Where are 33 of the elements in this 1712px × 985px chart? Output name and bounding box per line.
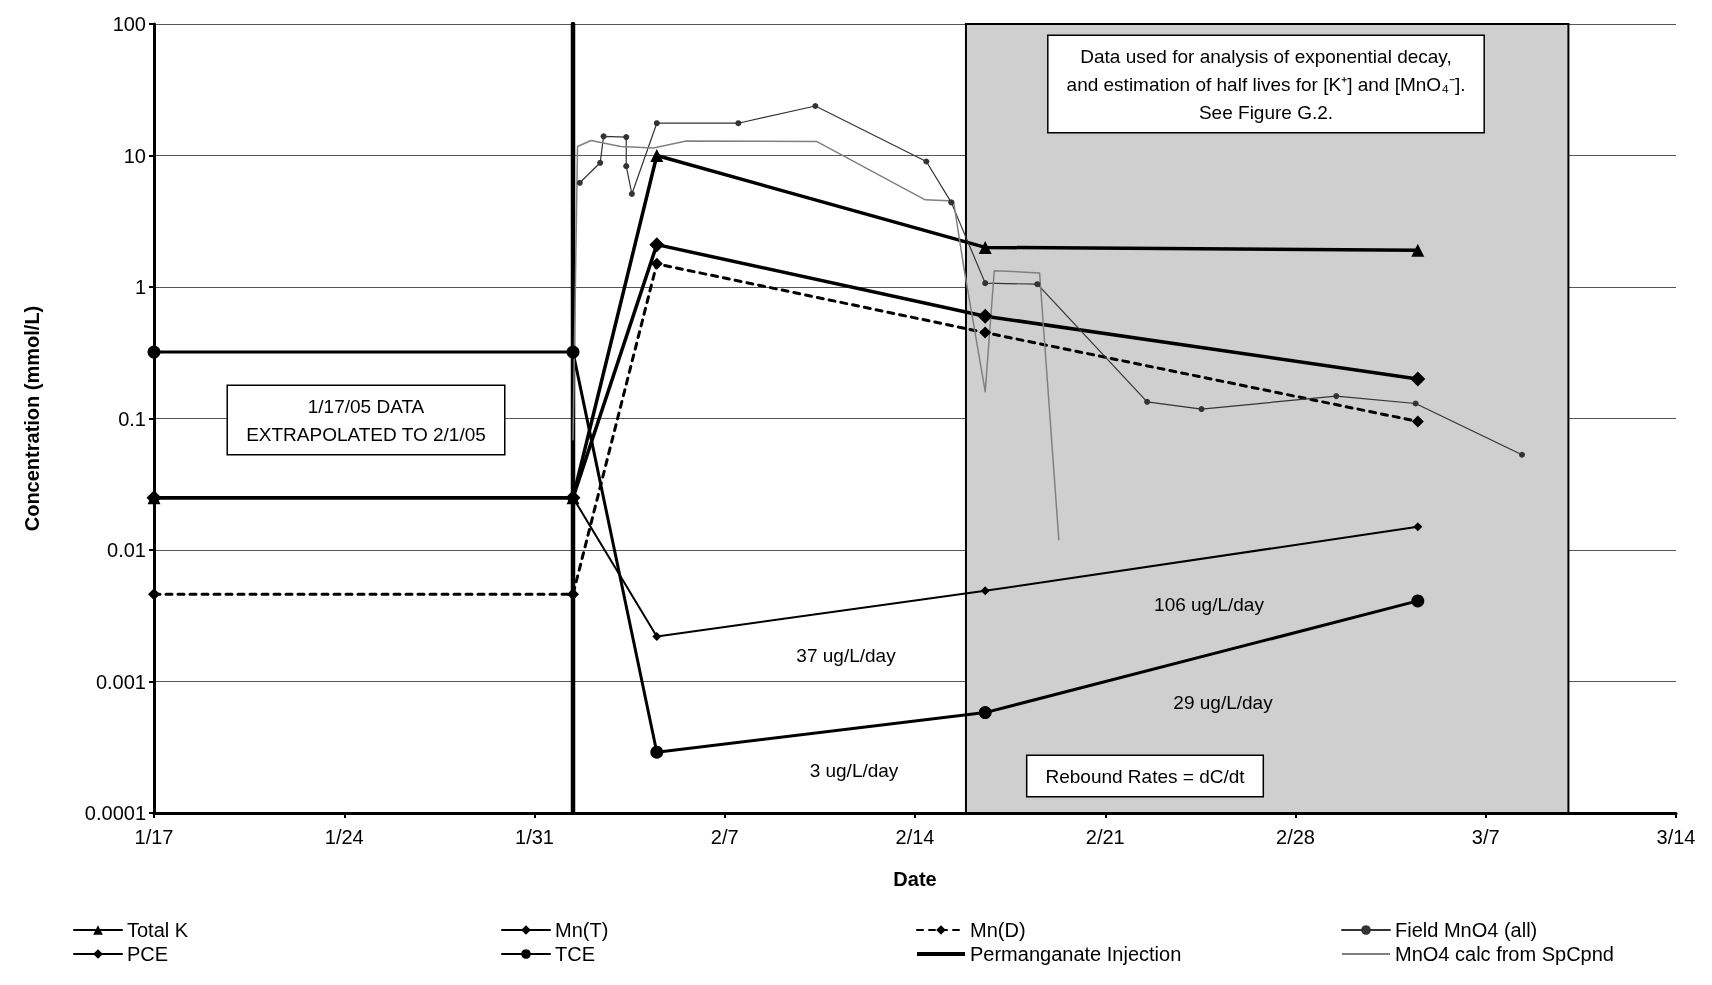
legend-label: Mn(D) [970, 919, 1026, 941]
x-tick-label: 2/28 [1276, 826, 1315, 848]
x-tick-label: 3/14 [1656, 826, 1696, 848]
legend-label: Permanganate Injection [970, 943, 1182, 965]
x-tick-label: 2/7 [710, 826, 739, 848]
x-tick-label: 1/24 [324, 826, 364, 848]
x-tick-label: 1/17 [134, 826, 174, 848]
annotation: Data used for analysis of exponential decay, and estimation of half lives for [K⁺] and [MnO₄⁻]. See Figure G.2. [1066, 45, 1466, 123]
x-tick-label: 2/21 [1085, 826, 1125, 848]
x-tick-label: 1/31 [515, 826, 554, 848]
legend-label: TCE [555, 943, 595, 965]
legend-label: PCE [127, 943, 169, 965]
x-tick-label: 2/14 [895, 826, 935, 848]
y-tick-label: 100 [112, 13, 146, 35]
legend-label: Mn(T) [555, 919, 609, 941]
annotation: 37 ug/L/day [796, 644, 897, 666]
y-tick-label: 1 [134, 276, 146, 298]
annotation: Rebound Rates = dC/dt [1045, 765, 1246, 787]
legend-label: MnO4 calc from SpCpnd [1395, 943, 1614, 965]
annotation: 106 ug/L/day [1154, 593, 1265, 615]
y-tick-label: 0.1 [118, 407, 146, 430]
annotation: 3 ug/L/day [809, 759, 899, 781]
x-tick-label: 3/7 [1471, 826, 1500, 848]
x-axis-title: Date [893, 868, 937, 890]
legend-label: Total K [127, 919, 189, 941]
legend-label: Field MnO4 (all) [1395, 919, 1538, 941]
y-tick-label: 0.01 [107, 539, 146, 561]
y-tick-label: 0.001 [95, 670, 146, 693]
annotation: 1/17/05 DATA EXTRAPOLATED TO 2/1/05 [246, 395, 486, 445]
y-tick-label: 10 [123, 144, 146, 167]
annotation: 29 ug/L/day [1173, 691, 1274, 713]
y-tick-label: 0.0001 [84, 802, 146, 824]
y-axis-title: Concentration (mmol/L) [21, 305, 43, 532]
